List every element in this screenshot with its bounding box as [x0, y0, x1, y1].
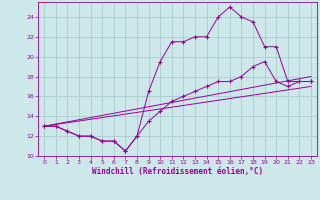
X-axis label: Windchill (Refroidissement éolien,°C): Windchill (Refroidissement éolien,°C) — [92, 167, 263, 176]
